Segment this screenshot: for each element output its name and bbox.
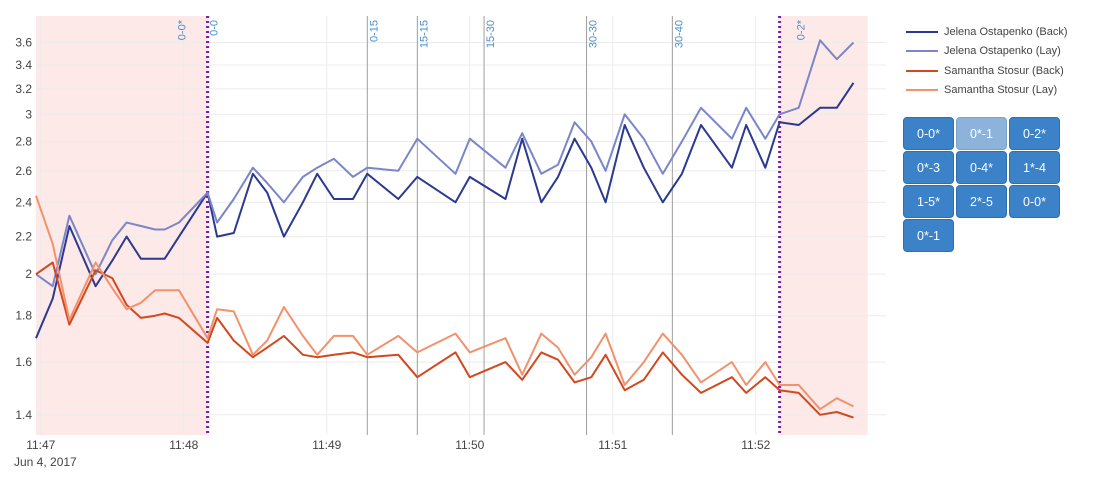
legend: Jelena Ostapenko (Back) Jelena Ostapenko … xyxy=(906,22,1068,100)
x-tick-label: 11:47 xyxy=(26,438,55,452)
legend-swatch xyxy=(906,30,938,33)
x-tick-label: 11:52 xyxy=(741,438,770,452)
x-tick-label: 11:49 xyxy=(312,438,341,452)
x-tick-label: 11:50 xyxy=(455,438,484,452)
score-marker-label: 30-40 xyxy=(673,20,685,48)
set-score-button[interactable]: 0*-1 xyxy=(903,219,954,252)
y-tick-label: 2.8 xyxy=(15,135,32,149)
series-line xyxy=(35,261,854,419)
shaded-region xyxy=(779,16,868,435)
legend-label: Samantha Stosur (Back) xyxy=(944,64,1064,77)
y-tick-label: 3.4 xyxy=(15,58,32,72)
set-score-button[interactable]: 0*-3 xyxy=(903,151,954,184)
y-tick-label: 3.6 xyxy=(15,35,32,49)
set-score-button[interactable]: 2*-5 xyxy=(956,185,1007,218)
y-tick-label: 2.4 xyxy=(15,195,32,209)
set-score-button[interactable]: 0*-1 xyxy=(956,117,1007,150)
x-tick-label: 11:48 xyxy=(169,438,198,452)
series-line xyxy=(35,82,855,339)
score-marker-label: 0-0 xyxy=(209,20,221,36)
score-marker-label: 0-2* xyxy=(796,19,808,40)
y-tick-label: 1.8 xyxy=(15,309,32,323)
grid-lines xyxy=(36,16,886,435)
score-marker-label: 15-30 xyxy=(485,20,497,48)
legend-item[interactable]: Jelena Ostapenko (Back) xyxy=(906,22,1068,42)
legend-item[interactable]: Samantha Stosur (Back) xyxy=(906,61,1068,81)
legend-item[interactable]: Jelena Ostapenko (Lay) xyxy=(906,42,1068,62)
series-line xyxy=(35,195,854,411)
series-lines xyxy=(35,39,855,419)
y-tick-label: 1.4 xyxy=(15,408,32,422)
legend-label: Jelena Ostapenko (Lay) xyxy=(944,45,1061,58)
x-tick-label: 11:51 xyxy=(598,438,627,452)
axis-ticks: 1.4 1.6 1.8 2 2.2 2.4 2.6 2.8 3 3.2 3.4 3.6 11:47 11:… xyxy=(15,35,770,452)
y-tick-label: 2 xyxy=(25,267,32,281)
score-marker-label: 30-30 xyxy=(588,20,600,48)
series-line xyxy=(35,39,855,288)
y-tick-label: 1.6 xyxy=(15,355,32,369)
set-score-button[interactable]: 0-0* xyxy=(1009,185,1060,218)
y-tick-label: 3 xyxy=(25,107,32,121)
y-tick-label: 3.2 xyxy=(15,82,32,96)
chart-background xyxy=(36,16,868,435)
set-score-buttons: 0-0* 0*-1 0-2* 0*-3 0-4* 1*-4 1-5* 2*-5 0-0* 0*-1 xyxy=(903,117,1063,252)
shaded-region xyxy=(36,16,208,435)
legend-item[interactable]: Samantha Stosur (Lay) xyxy=(906,81,1068,101)
score-markers: 0-0* 0-0 0-2* 0-15 15-15 15-30 30-30 30-40 xyxy=(177,16,808,435)
legend-label: Samantha Stosur (Lay) xyxy=(944,84,1058,97)
score-marker-label: 0-0* xyxy=(177,19,189,40)
set-score-button[interactable]: 0-0* xyxy=(903,117,954,150)
set-score-button[interactable]: 0-4* xyxy=(956,151,1007,184)
set-score-button[interactable]: 1*-4 xyxy=(1009,151,1060,184)
legend-swatch xyxy=(906,89,938,92)
score-marker-label: 0-15 xyxy=(368,20,380,42)
y-tick-label: 2.2 xyxy=(15,230,32,244)
legend-label: Jelena Ostapenko (Back) xyxy=(944,25,1068,38)
legend-swatch xyxy=(906,50,938,53)
set-score-button[interactable]: 1-5* xyxy=(903,185,954,218)
score-marker-label: 15-15 xyxy=(418,20,430,48)
legend-swatch xyxy=(906,69,938,72)
set-score-button[interactable]: 0-2* xyxy=(1009,117,1060,150)
y-tick-label: 2.6 xyxy=(15,164,32,178)
x-axis-date-label: Jun 4, 2017 xyxy=(14,455,77,469)
